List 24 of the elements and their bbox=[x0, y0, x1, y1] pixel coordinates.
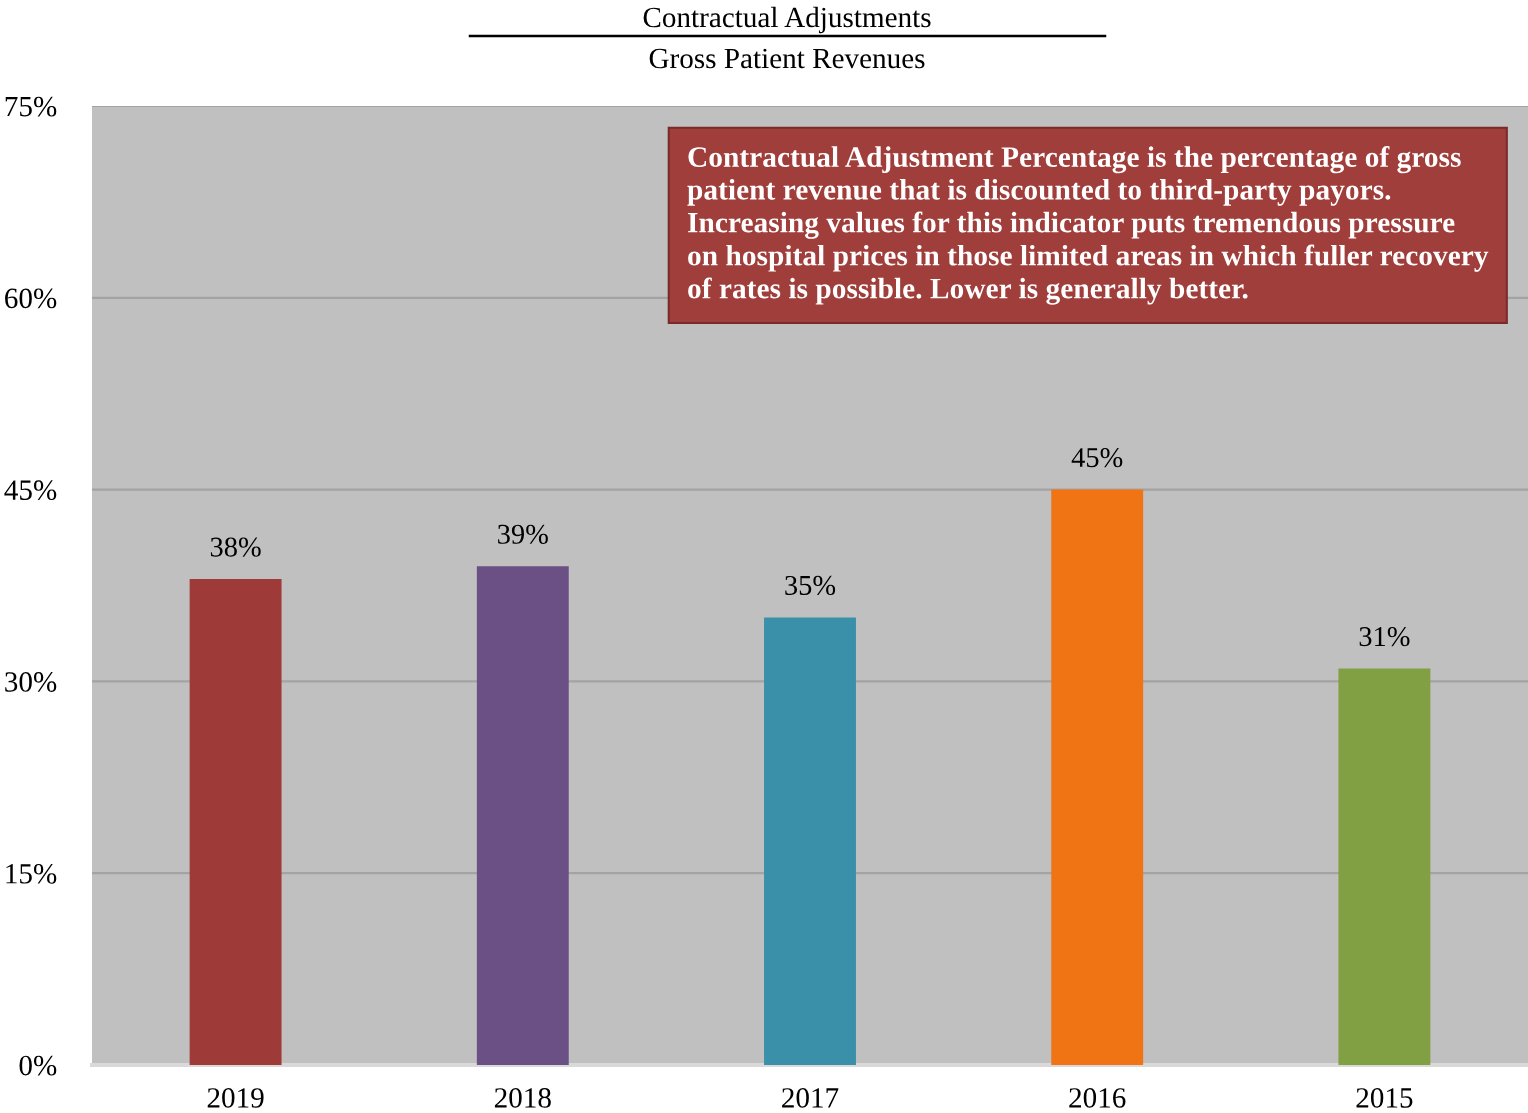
y-tick-label: 45% bbox=[4, 480, 57, 501]
data-label: 31% bbox=[1359, 626, 1410, 647]
x-tick-label: 2019 bbox=[207, 1088, 264, 1108]
data-label: 35% bbox=[785, 575, 836, 596]
x-tick-label: 2015 bbox=[1356, 1088, 1413, 1108]
y-tick-label: 0% bbox=[19, 1055, 57, 1076]
data-label: 45% bbox=[1071, 447, 1123, 468]
bar bbox=[1338, 668, 1431, 1065]
chart-subtitle: Gross Patient Revenues bbox=[649, 48, 925, 69]
chart-title: Contractual Adjustments bbox=[643, 6, 931, 34]
bar bbox=[189, 579, 282, 1065]
bar bbox=[764, 617, 856, 1065]
annotation: Contractual Adjustment Percentage is the percentage of gross patient revenue that is discounted to third-party payors. Increasing values for this indicator puts tremendous pressure on hospital prices in those limited areas in which fuller recovery of rates is possible. Lower is generally better. bbox=[687, 146, 1489, 305]
bar bbox=[476, 566, 569, 1065]
y-tick-label: 75% bbox=[5, 96, 57, 117]
bar bbox=[1051, 489, 1144, 1065]
x-tick-label: 2017 bbox=[782, 1088, 839, 1108]
y-tick-label: 15% bbox=[6, 863, 57, 884]
data-label: 39% bbox=[498, 524, 548, 544]
y-tick-label: 60% bbox=[5, 288, 57, 309]
data-label: 38% bbox=[210, 537, 261, 557]
x-tick-label: 2018 bbox=[494, 1088, 551, 1108]
y-tick-label: 30% bbox=[5, 672, 57, 692]
x-tick-label: 2016 bbox=[1069, 1088, 1126, 1108]
